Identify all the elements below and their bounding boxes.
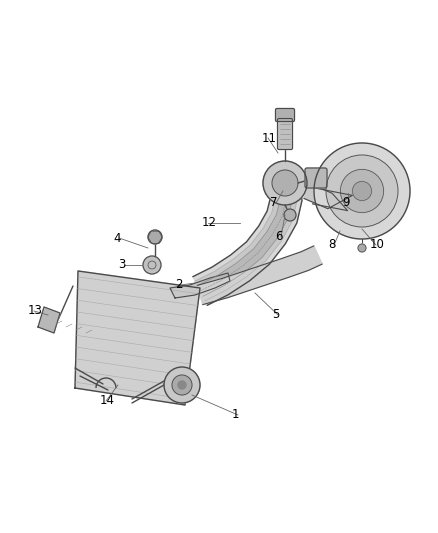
Text: 8: 8	[328, 238, 336, 252]
Circle shape	[148, 230, 162, 244]
Polygon shape	[197, 246, 322, 305]
Text: 9: 9	[342, 197, 350, 209]
Text: 7: 7	[270, 197, 278, 209]
Polygon shape	[170, 273, 230, 298]
Polygon shape	[38, 307, 60, 333]
Circle shape	[353, 181, 371, 200]
Text: 5: 5	[272, 309, 279, 321]
Circle shape	[314, 143, 410, 239]
Polygon shape	[195, 183, 297, 301]
Circle shape	[178, 381, 186, 389]
Text: 2: 2	[175, 279, 183, 292]
Polygon shape	[197, 184, 292, 296]
FancyBboxPatch shape	[276, 109, 294, 122]
Circle shape	[143, 256, 161, 274]
Text: 10: 10	[370, 238, 385, 252]
Polygon shape	[75, 271, 200, 405]
Text: 6: 6	[275, 230, 283, 244]
Polygon shape	[304, 184, 353, 211]
Circle shape	[172, 375, 192, 395]
Circle shape	[272, 170, 298, 196]
Text: 4: 4	[113, 231, 120, 245]
FancyBboxPatch shape	[305, 168, 327, 188]
Text: 14: 14	[100, 394, 115, 408]
Circle shape	[284, 209, 296, 221]
Circle shape	[263, 161, 307, 205]
Text: 3: 3	[118, 259, 125, 271]
Circle shape	[358, 244, 366, 252]
Text: 12: 12	[202, 216, 217, 230]
Circle shape	[340, 169, 384, 213]
Circle shape	[326, 155, 398, 227]
Text: 13: 13	[28, 304, 43, 318]
Circle shape	[164, 367, 200, 403]
FancyBboxPatch shape	[278, 118, 293, 149]
Text: 11: 11	[262, 132, 277, 144]
Polygon shape	[193, 182, 302, 305]
Text: 1: 1	[232, 408, 240, 422]
